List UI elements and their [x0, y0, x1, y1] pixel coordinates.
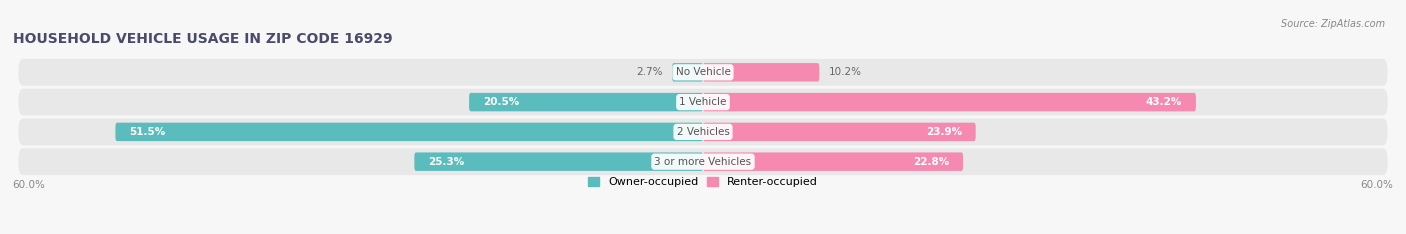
- FancyBboxPatch shape: [415, 152, 703, 171]
- Text: 1 Vehicle: 1 Vehicle: [679, 97, 727, 107]
- Text: 60.0%: 60.0%: [1361, 180, 1393, 190]
- Text: 2.7%: 2.7%: [637, 67, 664, 77]
- Text: 20.5%: 20.5%: [482, 97, 519, 107]
- FancyBboxPatch shape: [18, 89, 1388, 116]
- Text: 60.0%: 60.0%: [13, 180, 45, 190]
- FancyBboxPatch shape: [470, 93, 703, 111]
- FancyBboxPatch shape: [703, 63, 820, 82]
- FancyBboxPatch shape: [703, 93, 1197, 111]
- Text: 10.2%: 10.2%: [828, 67, 862, 77]
- Text: 25.3%: 25.3%: [427, 157, 464, 167]
- Text: 51.5%: 51.5%: [129, 127, 166, 137]
- FancyBboxPatch shape: [672, 63, 703, 82]
- Text: 23.9%: 23.9%: [927, 127, 962, 137]
- Text: No Vehicle: No Vehicle: [675, 67, 731, 77]
- FancyBboxPatch shape: [703, 152, 963, 171]
- FancyBboxPatch shape: [18, 118, 1388, 145]
- Text: 3 or more Vehicles: 3 or more Vehicles: [654, 157, 752, 167]
- Text: 22.8%: 22.8%: [912, 157, 949, 167]
- FancyBboxPatch shape: [18, 59, 1388, 86]
- Text: Source: ZipAtlas.com: Source: ZipAtlas.com: [1281, 19, 1385, 29]
- FancyBboxPatch shape: [115, 123, 703, 141]
- FancyBboxPatch shape: [703, 123, 976, 141]
- FancyBboxPatch shape: [18, 148, 1388, 175]
- Text: 43.2%: 43.2%: [1146, 97, 1182, 107]
- Text: HOUSEHOLD VEHICLE USAGE IN ZIP CODE 16929: HOUSEHOLD VEHICLE USAGE IN ZIP CODE 1692…: [13, 32, 392, 46]
- Legend: Owner-occupied, Renter-occupied: Owner-occupied, Renter-occupied: [588, 177, 818, 187]
- Text: 2 Vehicles: 2 Vehicles: [676, 127, 730, 137]
